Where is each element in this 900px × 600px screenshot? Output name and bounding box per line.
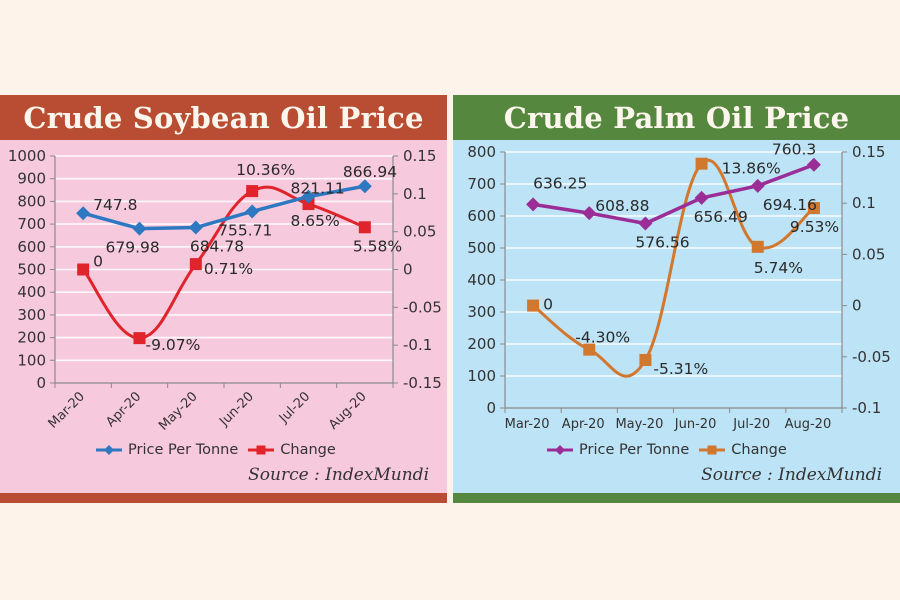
svg-text:600: 600 bbox=[17, 238, 46, 256]
svg-text:0.15: 0.15 bbox=[403, 147, 436, 165]
svg-text:-5.31%: -5.31% bbox=[653, 360, 708, 378]
svg-text:100: 100 bbox=[467, 367, 496, 385]
svg-text:Apr-20: Apr-20 bbox=[562, 417, 605, 432]
svg-text:Jun-20: Jun-20 bbox=[216, 389, 257, 430]
svg-text:0.05: 0.05 bbox=[403, 223, 436, 241]
svg-text:100: 100 bbox=[17, 351, 46, 369]
palm-footer-bar bbox=[453, 493, 900, 503]
legend-change-label: Change bbox=[731, 442, 787, 458]
svg-text:679.98: 679.98 bbox=[106, 239, 160, 257]
svg-text:-4.30%: -4.30% bbox=[575, 329, 630, 347]
svg-text:0: 0 bbox=[36, 374, 46, 392]
svg-text:0: 0 bbox=[93, 253, 103, 271]
svg-text:300: 300 bbox=[17, 306, 46, 324]
svg-text:Mar-20: Mar-20 bbox=[505, 417, 550, 432]
svg-text:5.58%: 5.58% bbox=[353, 237, 402, 255]
soybean-source: Source : IndexMundi bbox=[248, 465, 429, 485]
svg-text:576.56: 576.56 bbox=[635, 234, 689, 252]
soybean-oil-panel: Crude Soybean Oil Price 1000 900 800 700 600… bbox=[0, 95, 447, 503]
svg-text:800: 800 bbox=[467, 143, 496, 161]
svg-text:13.86%: 13.86% bbox=[722, 160, 781, 178]
svg-text:600: 600 bbox=[467, 207, 496, 225]
soybean-footer-bar bbox=[0, 493, 447, 503]
svg-text:0: 0 bbox=[852, 297, 862, 315]
svg-text:-0.05: -0.05 bbox=[852, 348, 891, 366]
svg-text:755.71: 755.71 bbox=[218, 221, 272, 239]
svg-text:800: 800 bbox=[17, 192, 46, 210]
svg-text:747.8: 747.8 bbox=[93, 196, 137, 214]
soybean-chart-plot: 100090080070060050040030020010000.150.10… bbox=[8, 147, 442, 434]
svg-text:900: 900 bbox=[17, 170, 46, 188]
svg-text:-0.1: -0.1 bbox=[852, 399, 881, 417]
svg-text:5.74%: 5.74% bbox=[754, 259, 803, 277]
svg-text:700: 700 bbox=[467, 175, 496, 193]
svg-text:400: 400 bbox=[467, 271, 496, 289]
svg-text:608.88: 608.88 bbox=[595, 197, 649, 215]
svg-text:Jul-20: Jul-20 bbox=[732, 417, 770, 432]
svg-text:-9.07%: -9.07% bbox=[146, 336, 201, 354]
svg-text:Aug-20: Aug-20 bbox=[326, 389, 370, 433]
svg-text:9.53%: 9.53% bbox=[790, 218, 839, 236]
svg-text:700: 700 bbox=[17, 215, 46, 233]
svg-text:-0.1: -0.1 bbox=[403, 336, 432, 354]
svg-text:Apr-20: Apr-20 bbox=[103, 389, 144, 430]
svg-text:0.1: 0.1 bbox=[852, 194, 876, 212]
svg-text:0.15: 0.15 bbox=[852, 143, 885, 161]
diamond-marker-icon bbox=[547, 445, 573, 455]
svg-text:821.11: 821.11 bbox=[291, 180, 345, 198]
svg-text:10.36%: 10.36% bbox=[236, 161, 295, 179]
palm-oil-panel: Crude Palm Oil Price 800 700 600 500 400 300 2… bbox=[453, 95, 900, 503]
palm-chart-plot: 800 700 600 500 400 300 200 100 0 0.15 0.1 0.05 0 -0.… bbox=[467, 141, 891, 432]
palm-chart-title: Crude Palm Oil Price bbox=[453, 95, 900, 140]
palm-legend: Price Per Tonne Change bbox=[547, 442, 787, 458]
svg-text:636.25: 636.25 bbox=[533, 174, 587, 192]
svg-text:0.1: 0.1 bbox=[403, 185, 427, 203]
svg-text:8.65%: 8.65% bbox=[291, 212, 340, 230]
svg-text:684.78: 684.78 bbox=[190, 238, 244, 256]
svg-text:-0.15: -0.15 bbox=[403, 374, 442, 392]
svg-text:656.49: 656.49 bbox=[694, 208, 748, 226]
diamond-marker-icon bbox=[96, 445, 122, 455]
legend-price-label: Price Per Tonne bbox=[128, 442, 239, 458]
svg-text:Aug-20: Aug-20 bbox=[785, 417, 832, 432]
svg-text:500: 500 bbox=[467, 239, 496, 257]
svg-text:May-20: May-20 bbox=[156, 389, 200, 433]
svg-text:0: 0 bbox=[543, 296, 553, 314]
svg-text:1000: 1000 bbox=[8, 147, 46, 165]
palm-source: Source : IndexMundi bbox=[701, 465, 882, 485]
svg-text:0.71%: 0.71% bbox=[204, 260, 253, 278]
svg-text:Jun-20: Jun-20 bbox=[674, 417, 717, 432]
svg-text:Jul-20: Jul-20 bbox=[276, 389, 313, 426]
svg-text:May-20: May-20 bbox=[615, 417, 663, 432]
svg-text:0: 0 bbox=[403, 261, 413, 279]
legend-price-label: Price Per Tonne bbox=[579, 442, 690, 458]
svg-text:500: 500 bbox=[17, 261, 46, 279]
svg-text:200: 200 bbox=[467, 335, 496, 353]
square-marker-icon bbox=[248, 445, 275, 455]
svg-text:Mar-20: Mar-20 bbox=[46, 389, 88, 431]
svg-text:0: 0 bbox=[486, 399, 496, 417]
soybean-legend: Price Per Tonne Change bbox=[96, 442, 336, 458]
svg-text:-0.05: -0.05 bbox=[403, 298, 442, 316]
svg-text:400: 400 bbox=[17, 283, 46, 301]
svg-text:0.05: 0.05 bbox=[852, 245, 885, 263]
legend-change-label: Change bbox=[280, 442, 336, 458]
svg-text:866.94: 866.94 bbox=[343, 163, 397, 181]
svg-text:200: 200 bbox=[17, 329, 46, 347]
svg-text:694.16: 694.16 bbox=[763, 196, 817, 214]
soybean-chart-title: Crude Soybean Oil Price bbox=[0, 95, 447, 140]
svg-text:760.3: 760.3 bbox=[772, 141, 816, 159]
svg-text:300: 300 bbox=[467, 303, 496, 321]
square-marker-icon bbox=[699, 445, 726, 455]
